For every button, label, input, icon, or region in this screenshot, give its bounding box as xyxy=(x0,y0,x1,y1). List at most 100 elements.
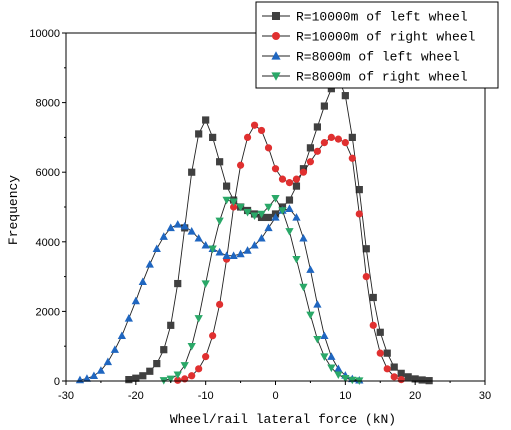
data-point xyxy=(334,371,343,380)
data-point xyxy=(215,217,224,226)
data-point xyxy=(348,133,356,141)
data-point xyxy=(418,376,426,384)
legend-item-2: R=10000m of right wheel xyxy=(262,30,476,45)
data-point xyxy=(236,203,245,212)
data-point xyxy=(173,371,182,380)
data-point xyxy=(188,168,196,176)
data-point xyxy=(180,221,189,230)
data-point xyxy=(174,279,182,288)
y-tick-label: 8000 xyxy=(36,98,60,110)
data-point xyxy=(355,210,363,218)
data-point xyxy=(195,130,203,138)
data-point xyxy=(180,362,189,370)
data-point xyxy=(355,186,363,194)
data-point xyxy=(236,249,245,258)
data-point xyxy=(250,212,259,221)
data-point xyxy=(341,374,350,383)
data-point xyxy=(278,175,287,183)
data-point xyxy=(320,139,328,147)
data-point xyxy=(299,283,308,292)
data-point xyxy=(229,198,238,207)
data-point xyxy=(334,135,342,143)
data-point xyxy=(271,213,280,221)
data-point xyxy=(139,372,147,380)
data-point xyxy=(264,223,273,232)
data-point xyxy=(306,158,315,166)
data-point xyxy=(166,223,175,232)
y-tick-label: 2000 xyxy=(36,306,60,318)
data-point xyxy=(82,374,92,382)
data-point xyxy=(146,367,154,375)
data-point xyxy=(271,195,280,203)
x-tick-label: 10 xyxy=(339,390,351,402)
series-line xyxy=(177,124,402,381)
data-point xyxy=(362,273,370,281)
data-point xyxy=(404,373,412,381)
data-point xyxy=(89,371,99,380)
legend-box xyxy=(255,1,499,89)
x-tick-label: -20 xyxy=(128,390,144,402)
data-point xyxy=(195,365,203,373)
legend-marker xyxy=(272,12,280,20)
data-point xyxy=(243,133,252,141)
data-point xyxy=(306,311,315,320)
data-point xyxy=(313,123,321,131)
data-point xyxy=(390,373,398,381)
data-point xyxy=(341,92,349,100)
data-point xyxy=(292,182,301,190)
y-axis-title: Frequency xyxy=(6,175,21,245)
data-point xyxy=(243,208,252,217)
data-point xyxy=(167,321,175,329)
data-point xyxy=(320,353,329,361)
data-point xyxy=(215,247,224,256)
data-point xyxy=(194,315,203,323)
data-point xyxy=(327,133,335,141)
data-point xyxy=(187,342,196,351)
data-point xyxy=(362,245,370,253)
data-point xyxy=(125,376,133,384)
data-point xyxy=(208,245,217,254)
data-point xyxy=(292,255,301,264)
data-point xyxy=(132,374,140,382)
data-point xyxy=(230,203,238,211)
data-point xyxy=(397,376,405,384)
data-point xyxy=(383,365,391,373)
data-point xyxy=(166,375,175,384)
data-point xyxy=(327,352,336,360)
data-point xyxy=(376,349,384,357)
data-point xyxy=(313,147,321,155)
data-point xyxy=(222,196,231,205)
data-point xyxy=(187,227,196,235)
data-point xyxy=(376,328,384,336)
data-point xyxy=(202,116,210,124)
data-point xyxy=(369,321,377,329)
data-point xyxy=(216,300,224,309)
data-point xyxy=(152,244,161,252)
data-point xyxy=(320,102,328,110)
data-point xyxy=(243,246,252,254)
data-point xyxy=(390,363,398,371)
data-point xyxy=(411,375,419,383)
data-point xyxy=(96,366,106,374)
data-point xyxy=(209,133,217,141)
data-point xyxy=(299,168,308,176)
data-point xyxy=(320,331,329,339)
data-point xyxy=(285,204,294,212)
x-tick-label: 30 xyxy=(479,390,491,402)
data-point xyxy=(223,182,231,190)
data-point xyxy=(110,345,120,353)
data-point xyxy=(285,196,294,204)
legend-item-1: R=10000m of left wheel xyxy=(262,10,468,25)
data-point xyxy=(160,346,168,354)
data-point xyxy=(201,240,210,249)
data-point xyxy=(138,277,147,286)
data-point xyxy=(124,314,133,322)
legend-label: R=10000m of left wheel xyxy=(296,10,468,25)
x-tick-label: 0 xyxy=(272,390,278,402)
x-axis-title: Wheel/rail lateral force (kN) xyxy=(170,412,396,427)
x-tick-label: -10 xyxy=(198,390,214,402)
data-point xyxy=(383,349,391,357)
data-point xyxy=(174,376,182,384)
legend-label: R=8000m of right wheel xyxy=(296,70,468,85)
